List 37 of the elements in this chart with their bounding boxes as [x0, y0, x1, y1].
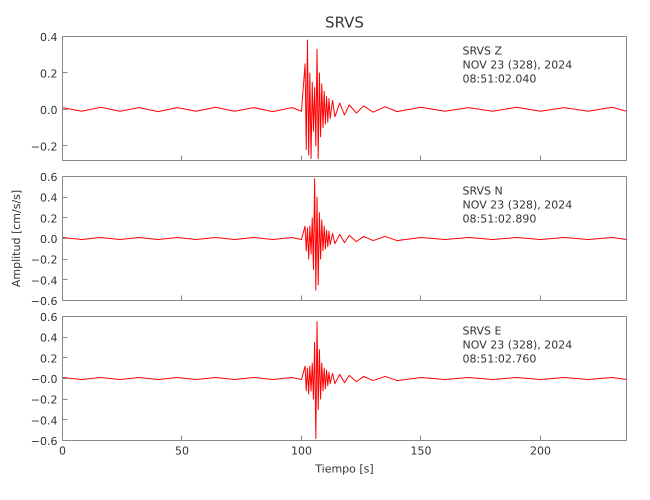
annotation: NOV 23 (328), 2024	[462, 338, 572, 352]
chart-title: SRVS	[325, 14, 364, 32]
y-axis-title: Amplitud [cm/s/s]	[10, 190, 23, 288]
y-tick-label: 0.6	[40, 171, 58, 184]
y-tick-label: −0.2	[30, 254, 58, 267]
annotation: 08:51:02.760	[462, 352, 536, 366]
y-tick-label: 0.0	[40, 104, 58, 117]
y-tick-label: 0.4	[40, 332, 58, 345]
x-tick-label: 50	[174, 444, 189, 458]
y-tick-label: −0.0	[30, 373, 58, 386]
annotation: NOV 23 (328), 2024	[462, 58, 572, 72]
x-tick-label: 0	[59, 444, 66, 458]
y-tick-label: 0.2	[40, 352, 58, 366]
line-series	[62, 40, 626, 160]
line-series	[62, 178, 626, 291]
x-axis-title: Tiempo [s]	[314, 462, 374, 476]
annotation: 08:51:02.890	[462, 212, 536, 226]
y-tick-label: 0.0	[40, 233, 58, 246]
y-tick-label: 0.4	[40, 31, 58, 44]
x-tick-label: 100	[290, 444, 312, 458]
annotation: SRVS Z	[462, 44, 503, 58]
y-tick-label: 0.4	[40, 192, 58, 205]
y-tick-label: 0.6	[40, 311, 58, 324]
y-tick-label: −0.2	[30, 394, 58, 407]
y-tick-label: 0.2	[40, 67, 58, 80]
annotation: NOV 23 (328), 2024	[462, 198, 572, 212]
annotation: 08:51:02.040	[462, 72, 536, 86]
y-tick-label: −0.4	[30, 414, 58, 428]
x-tick-label: 150	[410, 444, 432, 458]
y-tick-label: −0.2	[30, 140, 58, 154]
x-tick-label: 200	[530, 444, 551, 458]
y-tick-label: −0.6	[30, 295, 58, 308]
y-tick-label: −0.4	[30, 274, 58, 288]
y-tick-label: 0.2	[40, 212, 58, 226]
y-tick-label: −0.6	[30, 435, 58, 448]
annotation: SRVS N	[462, 184, 503, 198]
annotation: SRVS E	[462, 324, 502, 338]
